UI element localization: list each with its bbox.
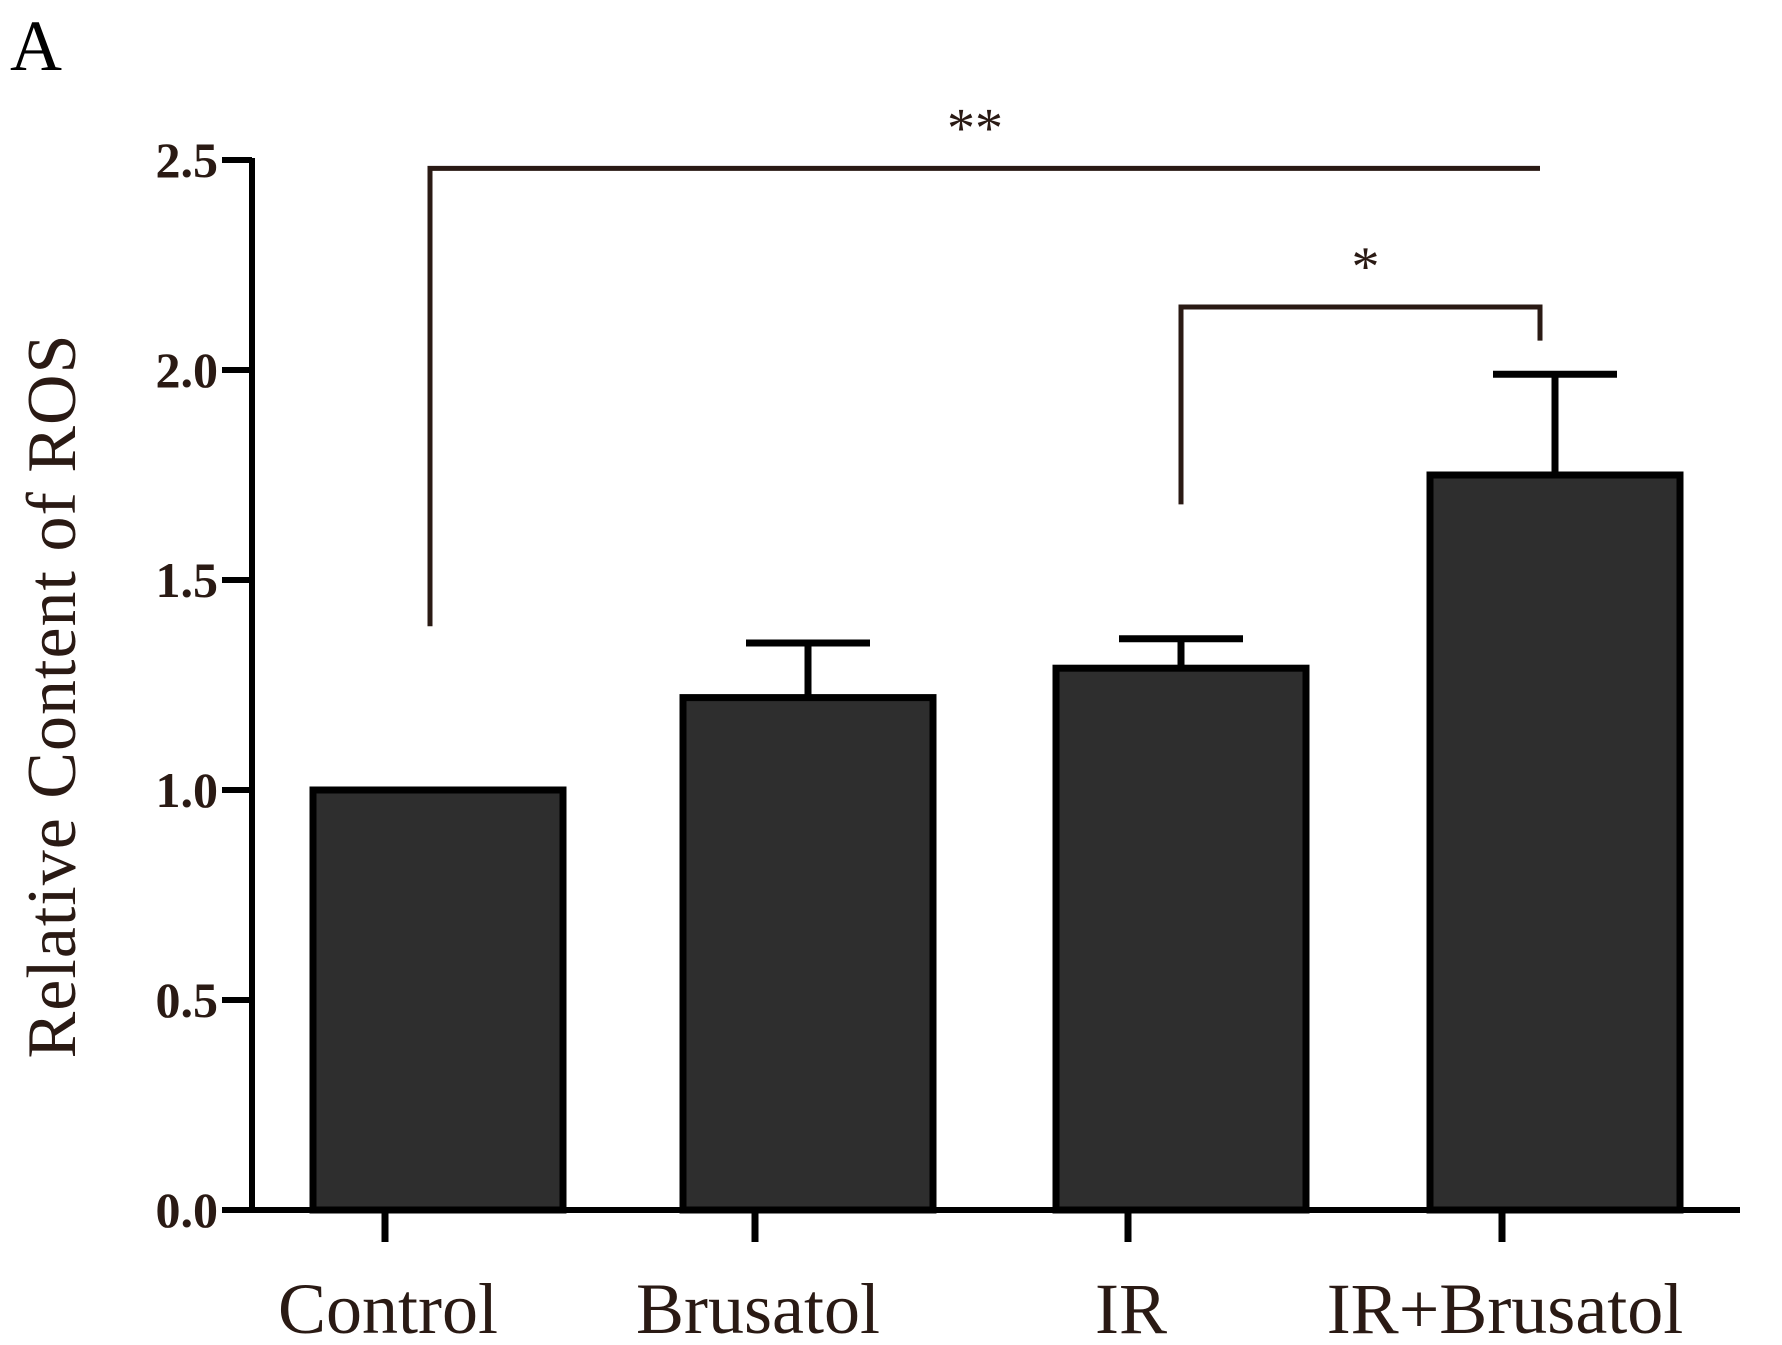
y-tick-label: 0.0 [156,1182,219,1238]
bar-ir [1052,664,1310,1214]
bars-layer [309,471,1684,1214]
significance-brackets-layer: *** [427,97,1543,627]
y-tick-label: 2.0 [156,342,219,398]
bar-brusatol [679,694,937,1214]
y-ticks-layer: 0.0 0.5 1.0 1.5 2.0 2.5 [156,132,252,1238]
panel-label: A [10,6,62,86]
significance-bracket [427,165,1540,627]
bar-control [309,786,567,1214]
error-bars-layer [746,370,1617,698]
x-tick-label: IR [1095,1269,1167,1345]
x-tick-label: Control [278,1269,498,1345]
x-ticks-layer: Control Brusatol IR IR+Brusatol [278,1210,1683,1345]
significance-label: * [1352,236,1380,298]
y-axis-title: Relative Content of ROS [14,334,91,1059]
x-tick-label: IR+Brusatol [1327,1269,1684,1345]
bar-ir-brusatol [1426,471,1684,1214]
y-tick-label: 0.5 [156,972,219,1028]
significance-label: ** [947,97,1003,159]
significance-bracket [1178,304,1543,505]
axes-layer [222,158,1740,1213]
y-tick-label: 1.5 [156,552,219,608]
y-tick-label: 1.0 [156,762,219,818]
x-tick-label: Brusatol [636,1269,880,1345]
y-tick-label: 2.5 [156,132,219,188]
